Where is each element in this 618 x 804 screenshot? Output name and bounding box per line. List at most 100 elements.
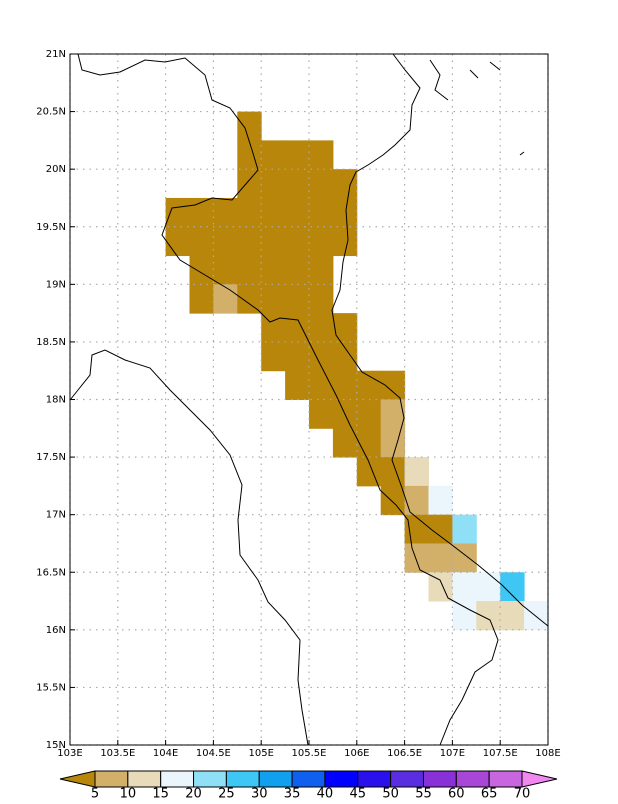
colorbar-box [488, 770, 523, 788]
grid-cell [285, 226, 310, 257]
grid-cell [309, 197, 334, 228]
grid-cell [285, 313, 310, 343]
colorbar-box [258, 770, 293, 788]
grid-cell [261, 255, 286, 285]
colorbar-label: 5 [91, 787, 99, 801]
y-tick-label: 17.5N [36, 452, 66, 463]
grid-cell [380, 485, 406, 516]
border [69, 349, 309, 746]
grid-cell [452, 514, 477, 544]
colorbar-low [59, 770, 96, 788]
axes: 103E 103.5E 104E 104.5E 105E 105.5E 106E 106.5E… [36, 49, 560, 759]
colorbar-label: 40 [317, 787, 334, 801]
grid-cell [237, 255, 262, 285]
colorbar-box [455, 770, 490, 788]
grid-cell [285, 197, 310, 228]
coastline [331, 53, 549, 627]
colorbar-label: 25 [218, 787, 235, 801]
x-tick-label: 106E [344, 748, 369, 759]
grid-cell [404, 514, 429, 544]
colorbar-high [521, 770, 558, 788]
island [429, 59, 525, 156]
grid-cell [165, 226, 190, 257]
border [77, 53, 499, 746]
grid-cell [285, 140, 310, 170]
grid-cell [237, 197, 262, 228]
grid-cell [189, 226, 214, 257]
grid-cell [261, 341, 286, 372]
grid-cell [428, 514, 453, 544]
x-tick-label: 105.5E [292, 748, 327, 759]
grid-cell [404, 457, 429, 487]
y-tick-label: 15.5N [36, 682, 66, 693]
y-tick-label: 16.5N [36, 567, 66, 578]
grid-cell [213, 255, 238, 285]
grid-cell [476, 572, 501, 602]
grid-cell [213, 226, 238, 257]
grid-cell [261, 197, 286, 228]
colorbar-box [422, 770, 457, 788]
grid-cell [237, 284, 262, 314]
grid-cell [285, 255, 310, 285]
grid-cell [237, 140, 262, 170]
grid-cell [309, 370, 334, 400]
grid-cell [380, 370, 406, 400]
colorbar-label: 50 [382, 787, 399, 801]
y-tick-label: 20N [46, 164, 66, 175]
y-tick-label: 16N [46, 625, 66, 636]
grid-cell [356, 370, 382, 400]
y-tick-label: 19N [46, 279, 66, 290]
grid-cell [452, 601, 477, 631]
grid-cell [237, 111, 262, 141]
grid-cell [476, 601, 501, 631]
grid-cell [428, 485, 453, 516]
grid-cell [285, 341, 310, 372]
grid-cell [500, 601, 525, 631]
colorbar: 5 10 15 20 25 30 35 40 45 50 55 60 65 70 [59, 770, 558, 802]
colorbar-box [160, 770, 195, 788]
y-tick-label: 20.5N [36, 107, 66, 118]
x-tick-label: 103.5E [100, 748, 135, 759]
grid-cell [261, 169, 286, 199]
grid-cell [189, 284, 214, 314]
x-tick-label: 108E [535, 748, 560, 759]
x-tick-label: 103E [57, 748, 82, 759]
colorbar-label: 10 [120, 787, 137, 801]
y-tick-label: 18.5N [36, 337, 66, 348]
x-tick-label: 107.5E [483, 748, 518, 759]
grid-cell [524, 601, 549, 631]
y-tick-label: 15N [46, 740, 66, 751]
grid-cell [380, 428, 406, 458]
y-tick-label: 21N [46, 49, 66, 60]
colorbar-label: 35 [284, 787, 301, 801]
colorbar-box [291, 770, 326, 788]
colorbar-box [127, 770, 162, 788]
grid-cell [356, 428, 382, 458]
colorbar-label: 45 [349, 787, 366, 801]
colorbar-box [324, 770, 359, 788]
x-tick-label: 104E [153, 748, 178, 759]
grid-cell [261, 226, 286, 257]
grid-cell [332, 197, 358, 228]
x-tick-label: 107E [440, 748, 465, 759]
colorbar-box [94, 770, 129, 788]
grid-cell [285, 370, 310, 400]
grid-cell [332, 341, 358, 372]
colorbar-label: 65 [481, 787, 498, 801]
grid-cell [189, 197, 214, 228]
grid-cell [309, 284, 334, 314]
grid-cell [237, 226, 262, 257]
coastlines [69, 53, 549, 746]
grid-cell [452, 572, 477, 602]
colorbar-box [193, 770, 227, 788]
grid-cell [237, 169, 262, 199]
colorbar-label: 30 [251, 787, 268, 801]
colorbar-label: 15 [152, 787, 169, 801]
grid-cell [213, 284, 238, 314]
x-tick-label: 104.5E [196, 748, 231, 759]
grid-cell [332, 313, 358, 343]
grid-cell [332, 169, 358, 199]
colorbar-box [390, 770, 424, 788]
grid-cell [261, 140, 286, 170]
